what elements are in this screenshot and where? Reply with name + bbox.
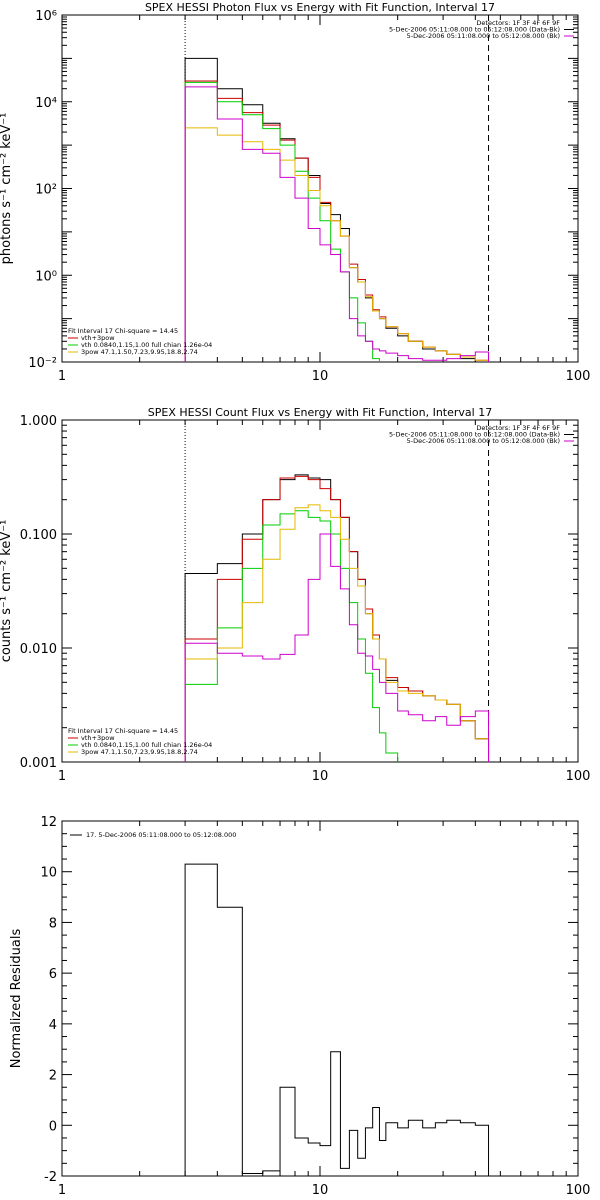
legend-bottom-left-entry: Fit Interval 17 Chi-square = 14.45 [68,327,178,335]
y-tick-label: 8 [49,916,57,931]
y-axis-label: photons s⁻¹ cm⁻² keV⁻¹ [0,113,14,265]
series-vth-3pow [184,80,490,362]
legend-top-right-entry: 5-Dec-2006 05:11:08.000 to 05:12:08.000 … [407,437,560,445]
x-tick-label: 10 [312,1183,329,1198]
legend-bottom-left-entry: Fit Interval 17 Chi-square = 14.45 [68,727,178,735]
series-data-bk [184,474,490,762]
x-tick-label: 1 [58,1183,66,1198]
y-tick-label: 6 [49,967,57,982]
legend-top-left-entry: 17. 5-Dec-2006 05:11:08.000 to 05:12:08.… [86,831,236,839]
legend-bottom-left-entry: 3pow 47.1,1.50,7.23,9.95,18.8,2.74 [81,348,198,356]
y-tick-label: -2 [44,1170,57,1185]
y-tick-label: 0.100 [20,528,57,543]
y-tick-label: 10² [35,183,57,198]
plot-frame [61,419,579,763]
y-tick-label: 10⁴ [35,96,57,111]
series-bk [184,533,490,762]
y-tick-label: 10 [40,866,57,881]
y-tick-label: 0.010 [20,642,57,657]
chart-title: SPEX HESSI Photon Flux vs Energy with Fi… [145,1,495,14]
y-tick-label: 0.001 [20,756,57,771]
legend-bottom-left-entry: vth 0.0840,1.15,1.00 full chian 1.26e-04 [81,741,212,749]
series-3pow [184,127,490,362]
legend-top-right-entry: Detectors: 1F 3F 4F 6F 9F [476,424,560,432]
legend-bottom-left-entry: vth+3pow [81,734,115,742]
series-3pow [184,504,490,762]
series-data-bk [184,57,489,362]
x-tick-label: 10 [312,369,329,384]
series-layer [184,863,490,1176]
chart-panel-0: SPEX HESSI Photon Flux vs Energy with Fi… [0,1,590,384]
series-17-5-dec-2006-05-11-08-000-to-05-12-08-000 [184,863,490,1176]
series-vth [184,510,399,762]
y-tick-label: 10⁻² [28,356,57,371]
legend-top-right-entry: 5-Dec-2006 05:11:08.000 to 05:12:08.000 … [407,32,560,40]
series-layer [184,474,490,762]
legend-top-right-entry: 5-Dec-2006 05:11:08.000 to 05:12:08.000 … [389,26,560,34]
legend-top-right-entry: Detectors: 1F 3F 4F 6F 9F [476,19,560,27]
x-tick-label: 10 [312,769,329,784]
x-tick-label: 100 [566,769,591,784]
y-tick-label: 10⁰ [35,269,57,284]
y-axis-label: Normalized Residuals [9,929,24,1069]
y-axis-label: counts s⁻¹ cm⁻² keV⁻¹ [0,520,14,663]
legend-bottom-left-entry: 3pow 47.1,1.50,7.23,9.95,18.8,2.74 [81,748,198,756]
y-tick-label: 0 [49,1119,57,1134]
legend-top-right-entry: 5-Dec-2006 05:11:08.000 to 05:12:08.000 … [389,431,560,439]
x-tick-label: 1 [58,769,66,784]
x-tick-label: 1 [58,369,66,384]
legend-bottom-left-entry: vth 0.0840,1.15,1.00 full chian 1.26e-04 [81,341,212,349]
x-tick-label: 100 [566,1183,591,1198]
y-tick-label: 4 [49,1018,57,1033]
x-tick-label: 100 [566,369,591,384]
y-tick-label: 1.000 [20,414,57,429]
y-tick-label: 2 [49,1069,57,1084]
series-vth [184,81,380,362]
chart-panel-1: SPEX HESSI Count Flux vs Energy with Fit… [0,406,590,784]
plot-frame [61,820,579,1177]
chart-panel-2: Normalized Residuals 1 10 100 -2 0 2 4 6 8 10 12 17.… [9,815,590,1198]
y-tick-label: 12 [40,815,57,830]
series-bk [184,86,490,362]
y-tick-label: 10⁶ [35,9,57,24]
chart-title: SPEX HESSI Count Flux vs Energy with Fit… [148,406,492,419]
series-layer [184,57,490,362]
legend-bottom-left-entry: vth+3pow [81,334,115,342]
series-vth-3pow [184,475,490,762]
